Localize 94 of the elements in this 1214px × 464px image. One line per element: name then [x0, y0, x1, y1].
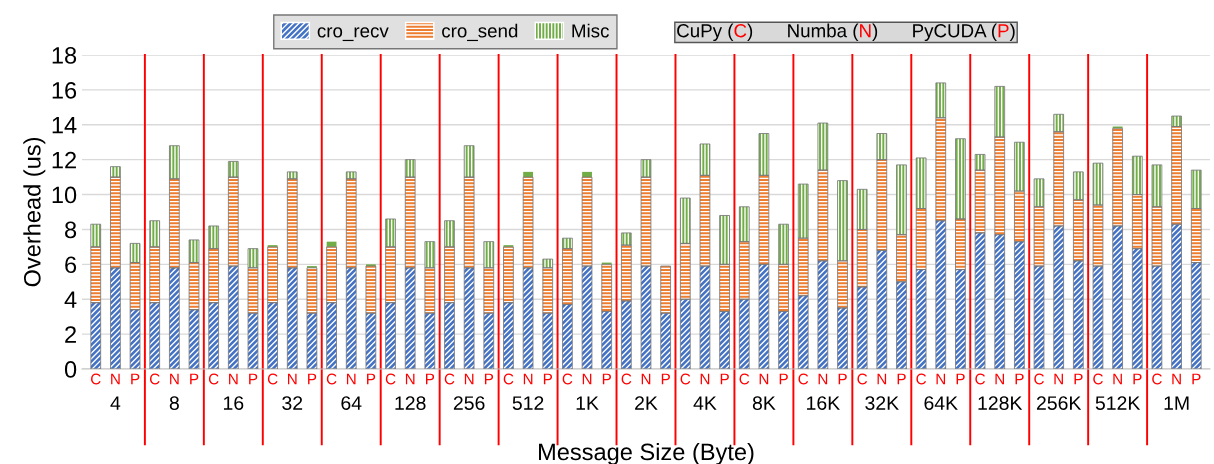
legend-label: Misc — [572, 23, 609, 38]
x-tick-label: C — [916, 373, 927, 385]
text: 64 — [341, 396, 362, 410]
text: CuPy (C) — [677, 23, 753, 42]
x-tick-label: P — [1015, 373, 1024, 385]
x-tick-label: N — [523, 373, 533, 385]
text: 64K — [924, 396, 958, 410]
x-tick-label: P — [838, 373, 847, 385]
y-tick-label: 16 — [52, 81, 77, 99]
x-tick-label: C — [267, 373, 278, 385]
y-axis-title: Overhead (us) — [23, 138, 46, 287]
x-tick-label: N — [995, 373, 1004, 385]
x-tick-label: P — [425, 373, 435, 385]
x-tick-label: N — [170, 373, 179, 385]
x-tick-label: P — [956, 373, 965, 385]
x-tick-label: P — [484, 373, 494, 385]
x-tick-label: C — [621, 373, 632, 385]
x-tick-label: N — [1172, 373, 1181, 385]
x-tick-label: N — [700, 373, 710, 385]
y-tick-label: 12 — [52, 151, 76, 169]
x-tick-label: N — [1054, 373, 1063, 385]
x-tick-label: C — [1093, 373, 1103, 385]
text: 4K — [693, 396, 717, 410]
legend-label: cro_recv — [317, 27, 389, 42]
x-tick-label: C — [385, 373, 396, 385]
text: 16 — [223, 396, 244, 410]
y-tick-label: 14 — [52, 117, 77, 134]
x-tick-label: C — [857, 373, 868, 385]
x-tick-label: P — [131, 373, 140, 385]
text: 2K — [635, 396, 658, 410]
x-tick-label: P — [1074, 373, 1083, 385]
x-tick-label: P — [190, 373, 199, 385]
x-tick-label: P — [1133, 373, 1142, 385]
x-tick-label: C — [680, 373, 691, 385]
x-tick-label: N — [818, 373, 828, 385]
x-tick-label: N — [464, 373, 474, 385]
text: 512 — [512, 396, 544, 410]
x-tick-label: N — [229, 373, 238, 385]
text: 1K — [576, 396, 599, 410]
x-tick-label: N — [877, 373, 887, 385]
y-tick-label: 10 — [52, 186, 77, 204]
x-tick-label: P — [308, 373, 317, 385]
y-tick-label: 18 — [52, 47, 77, 64]
y-tick-label: 8 — [65, 221, 77, 239]
legend-label: cro_send — [442, 23, 518, 42]
y-tick-label: 6 — [65, 256, 77, 274]
text: Numba (N) — [788, 23, 878, 42]
y-tick-label: 0 — [64, 361, 77, 378]
text: 4 — [110, 396, 121, 410]
x-tick-label: N — [582, 373, 592, 385]
x-tick-label: C — [739, 373, 750, 385]
x-tick-label: C — [975, 373, 986, 385]
text: 256K — [1036, 396, 1082, 410]
x-tick-label: P — [543, 373, 553, 385]
text: 8K — [752, 396, 776, 410]
x-tick-label: P — [779, 373, 788, 385]
x-tick-label: C — [149, 373, 160, 385]
x-tick-label: C — [208, 373, 219, 385]
x-tick-label: N — [288, 373, 297, 385]
x-tick-label: N — [111, 373, 120, 385]
y-tick-label: 4 — [64, 291, 77, 308]
x-tick-label: P — [249, 373, 258, 385]
x-tick-label: N — [346, 373, 356, 385]
text: 32K — [865, 396, 899, 410]
x-tick-label: C — [444, 373, 455, 385]
x-tick-label: C — [1152, 373, 1162, 385]
x-tick-label: N — [641, 373, 651, 385]
text: 128K — [978, 396, 1023, 410]
text: 128 — [395, 396, 426, 410]
x-tick-label: C — [326, 373, 337, 385]
text: 512K — [1095, 396, 1141, 410]
x-tick-label: P — [1192, 373, 1201, 385]
y-tick-label: 2 — [65, 326, 76, 343]
x-tick-label: N — [405, 373, 415, 385]
x-tick-label: N — [1113, 373, 1122, 385]
x-tick-label: P — [367, 373, 376, 385]
text: 16K — [807, 396, 840, 410]
x-tick-label: C — [798, 373, 809, 385]
x-tick-label: C — [503, 373, 514, 385]
x-tick-label: N — [936, 373, 946, 385]
x-tick-label: C — [91, 373, 101, 385]
x-tick-label: P — [602, 373, 611, 385]
text: 1M — [1164, 396, 1189, 410]
x-tick-label: P — [720, 373, 729, 385]
x-tick-label: P — [897, 373, 906, 385]
x-tick-label: P — [661, 373, 670, 385]
text: 32 — [282, 396, 303, 410]
text: 8 — [169, 396, 179, 410]
text: 256 — [453, 396, 485, 410]
text: PyCUDA (P) — [913, 23, 1015, 42]
x-tick-label: N — [759, 373, 769, 385]
x-tick-label: C — [1034, 373, 1044, 385]
x-tick-label: C — [562, 373, 573, 385]
x-axis-title: Message Size (Byte) — [539, 442, 754, 464]
